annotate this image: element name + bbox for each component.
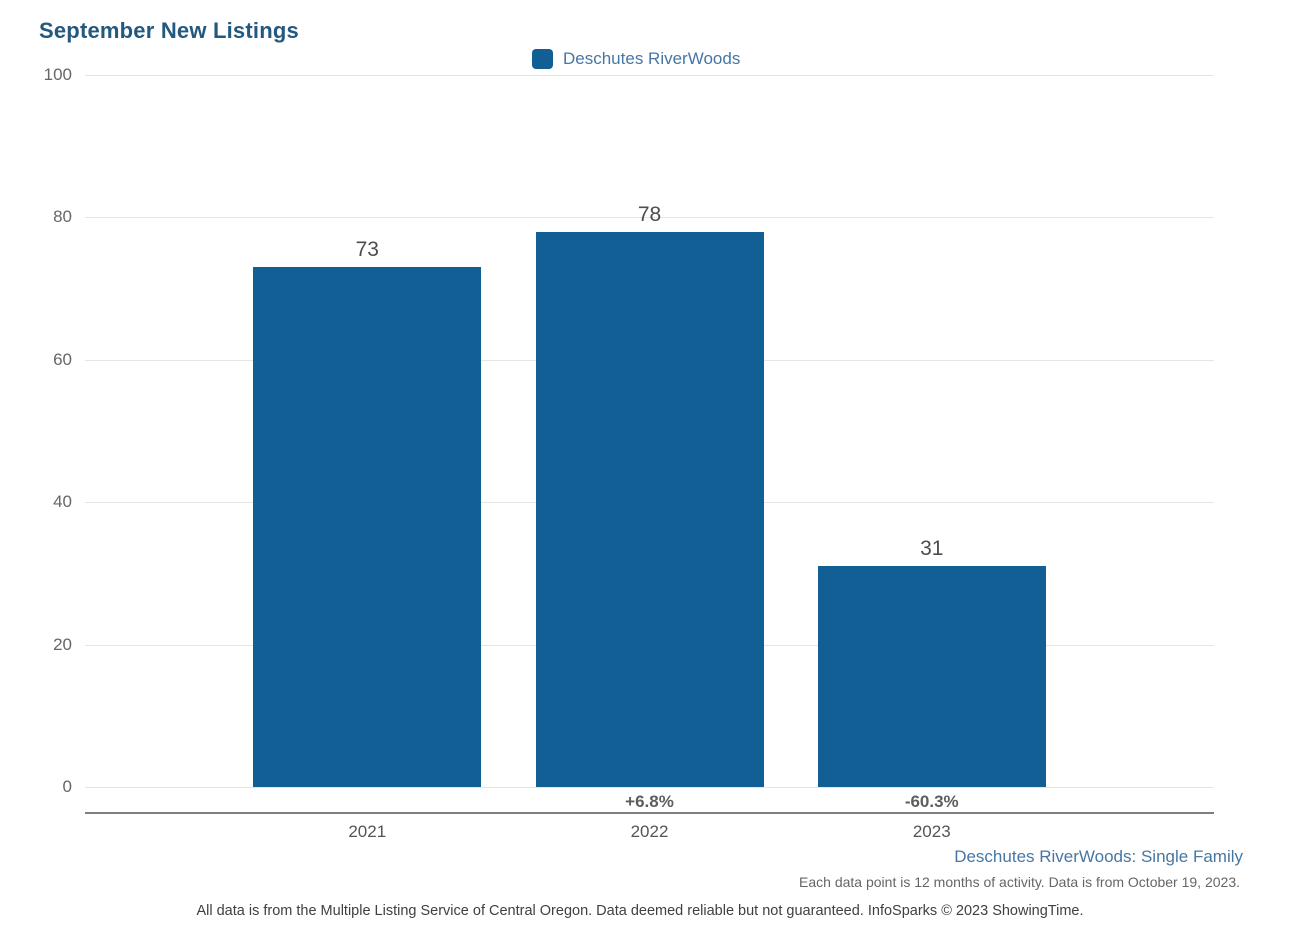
bar-2021[interactable] xyxy=(253,267,482,787)
series-footnote: Deschutes RiverWoods: Single Family xyxy=(954,847,1243,866)
bar-2022[interactable] xyxy=(535,231,764,787)
y-axis-tick-label: 80 xyxy=(53,207,72,227)
pct-change-label-2022: +6.8% xyxy=(625,792,674,811)
y-axis-tick-label: 40 xyxy=(53,492,72,512)
chart-title: September New Listings xyxy=(39,18,299,43)
mls-disclaimer: All data is from the Multiple Listing Se… xyxy=(196,903,1084,919)
legend-label: Deschutes RiverWoods xyxy=(563,49,741,68)
data-date-footnote: Each data point is 12 months of activity… xyxy=(799,874,1240,890)
y-axis-tick-label: 60 xyxy=(53,349,72,369)
gridline-y-80 xyxy=(85,217,1214,219)
x-axis-label-2023: 2023 xyxy=(912,822,951,841)
x-axis-label-2022: 2022 xyxy=(630,822,669,841)
legend-swatch-icon xyxy=(532,49,553,69)
plot-area: 100 80 60 40 20 0 73 78 31 xyxy=(44,65,1214,796)
y-axis-tick-label: 20 xyxy=(53,634,72,654)
y-axis-tick-label: 0 xyxy=(62,777,72,796)
gridline-y-0 xyxy=(85,787,1214,788)
legend[interactable]: Deschutes RiverWoods xyxy=(532,49,740,69)
bar-2023[interactable] xyxy=(817,566,1046,787)
y-axis-tick-label: 100 xyxy=(43,65,72,84)
bar-value-label-2023: 31 xyxy=(920,537,944,561)
bar-value-label-2022: 78 xyxy=(637,202,662,226)
gridline-y-100 xyxy=(85,75,1214,76)
x-axis-line xyxy=(85,812,1214,814)
bar-value-label-2021: 73 xyxy=(355,238,379,262)
pct-change-label-2023: -60.3% xyxy=(904,792,959,811)
x-axis-label-2021: 2021 xyxy=(348,822,387,841)
